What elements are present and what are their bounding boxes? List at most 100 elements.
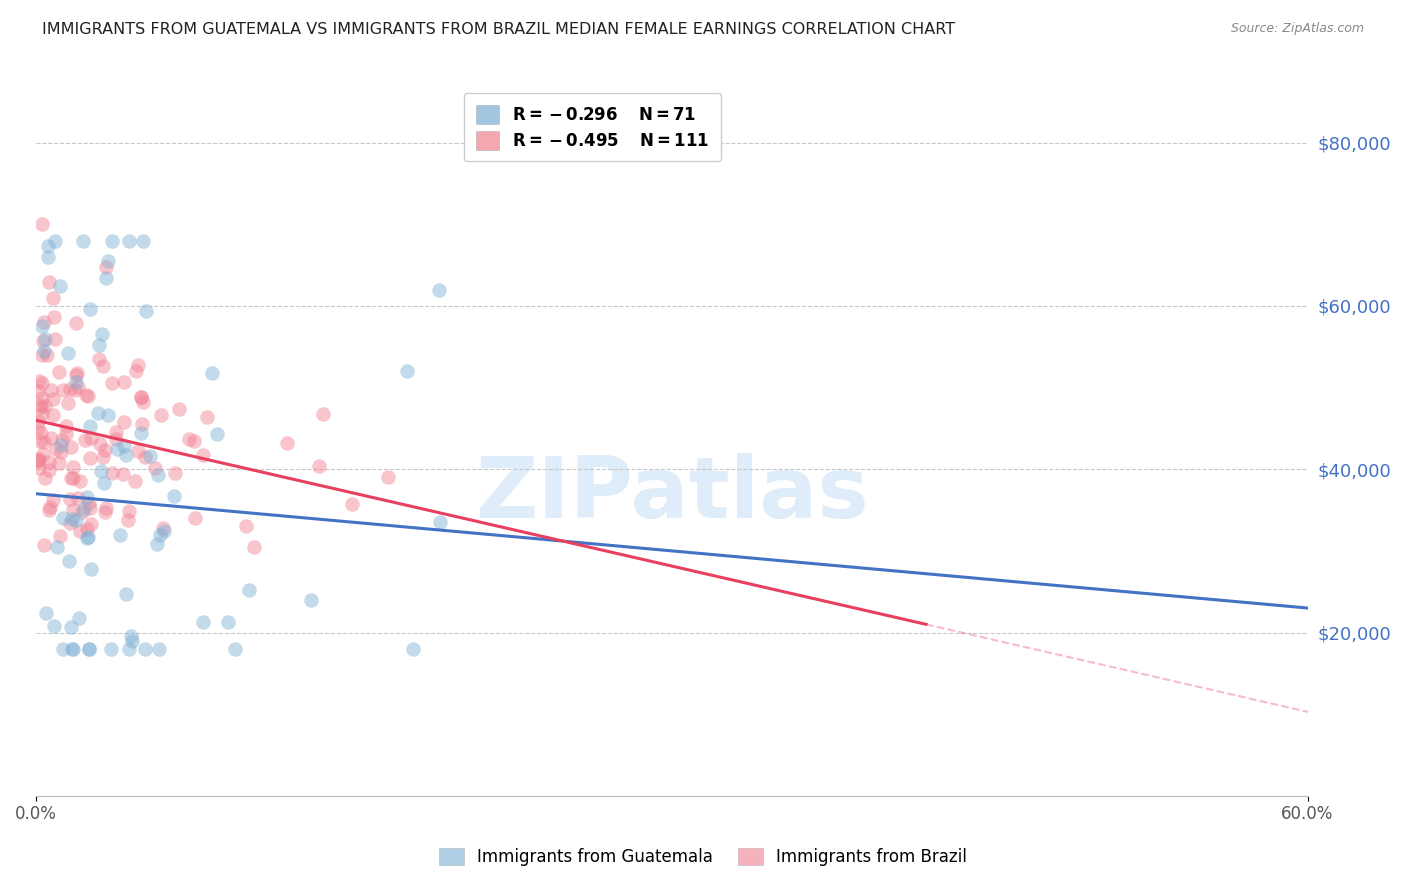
Point bbox=[27, 454, 49, 468]
Point bbox=[59, 492, 82, 507]
Legend: $\mathbf{R = -0.296}$    $\mathbf{N = 71}$, $\mathbf{R = -0.495}$    $\mathbf{N : $\mathbf{R = -0.296}$ $\mathbf{N = 71}$,… bbox=[464, 93, 721, 161]
Point bbox=[37, 239, 59, 253]
Point bbox=[30, 425, 52, 440]
Point bbox=[149, 408, 172, 422]
Point bbox=[38, 455, 60, 469]
Point bbox=[97, 409, 120, 423]
Point bbox=[127, 358, 149, 372]
Point bbox=[69, 474, 91, 488]
Point bbox=[73, 502, 96, 516]
Point bbox=[308, 458, 330, 473]
Point bbox=[60, 471, 83, 485]
Point bbox=[80, 562, 103, 576]
Point bbox=[90, 464, 112, 478]
Point bbox=[79, 302, 101, 317]
Point bbox=[191, 448, 214, 462]
Point bbox=[31, 408, 53, 422]
Point bbox=[76, 531, 98, 545]
Point bbox=[162, 489, 184, 503]
Point bbox=[112, 439, 135, 453]
Point bbox=[118, 234, 141, 248]
Point bbox=[183, 434, 205, 448]
Point bbox=[62, 460, 84, 475]
Point bbox=[44, 619, 66, 633]
Point bbox=[39, 500, 62, 515]
Point bbox=[38, 503, 60, 517]
Point bbox=[55, 427, 77, 442]
Point bbox=[27, 452, 49, 467]
Point bbox=[91, 359, 114, 373]
Point bbox=[94, 500, 117, 515]
Point bbox=[93, 475, 115, 490]
Point bbox=[58, 554, 80, 568]
Point bbox=[100, 376, 122, 390]
Point bbox=[205, 426, 228, 441]
Point bbox=[121, 634, 143, 648]
Point bbox=[42, 310, 65, 325]
Point bbox=[58, 396, 80, 410]
Point bbox=[152, 524, 174, 538]
Point bbox=[60, 641, 83, 656]
Point bbox=[108, 527, 131, 541]
Point bbox=[80, 431, 103, 445]
Point bbox=[138, 450, 160, 464]
Point bbox=[132, 394, 155, 409]
Point bbox=[76, 522, 98, 536]
Point bbox=[101, 466, 124, 480]
Point bbox=[91, 450, 114, 464]
Point bbox=[37, 250, 59, 264]
Point bbox=[132, 234, 155, 248]
Point bbox=[38, 275, 60, 289]
Point bbox=[49, 278, 72, 293]
Point bbox=[66, 366, 89, 380]
Point bbox=[65, 316, 87, 330]
Point bbox=[34, 471, 56, 485]
Point bbox=[195, 409, 218, 424]
Point bbox=[340, 497, 363, 511]
Point bbox=[65, 384, 87, 398]
Point bbox=[120, 629, 142, 643]
Point bbox=[114, 375, 136, 389]
Point bbox=[28, 374, 51, 388]
Point bbox=[62, 471, 84, 485]
Point bbox=[131, 426, 153, 441]
Point bbox=[152, 521, 174, 535]
Point bbox=[76, 491, 98, 505]
Text: IMMIGRANTS FROM GUATEMALA VS IMMIGRANTS FROM BRAZIL MEDIAN FEMALE EARNINGS CORRE: IMMIGRANTS FROM GUATEMALA VS IMMIGRANTS … bbox=[42, 22, 955, 37]
Point bbox=[51, 383, 73, 397]
Point bbox=[87, 352, 110, 367]
Point bbox=[60, 512, 83, 526]
Point bbox=[31, 319, 53, 334]
Text: Source: ZipAtlas.com: Source: ZipAtlas.com bbox=[1230, 22, 1364, 36]
Point bbox=[44, 332, 66, 346]
Point bbox=[48, 456, 70, 470]
Point bbox=[34, 606, 56, 620]
Point bbox=[167, 402, 190, 417]
Point bbox=[67, 380, 90, 394]
Point bbox=[118, 641, 141, 656]
Point bbox=[115, 448, 138, 462]
Point bbox=[125, 364, 148, 378]
Point bbox=[55, 418, 77, 433]
Point bbox=[104, 433, 127, 447]
Point bbox=[72, 505, 94, 519]
Point bbox=[131, 417, 153, 431]
Point bbox=[124, 474, 146, 488]
Point bbox=[42, 408, 65, 422]
Point bbox=[115, 587, 138, 601]
Point bbox=[89, 437, 111, 451]
Point bbox=[48, 365, 70, 379]
Legend: Immigrants from Guatemala, Immigrants from Brazil: Immigrants from Guatemala, Immigrants fr… bbox=[430, 840, 976, 875]
Point bbox=[32, 538, 55, 552]
Point bbox=[38, 463, 60, 477]
Point bbox=[80, 517, 103, 532]
Point bbox=[111, 467, 134, 481]
Point bbox=[27, 414, 49, 428]
Point bbox=[45, 442, 67, 457]
Point bbox=[191, 615, 214, 630]
Text: ZIPatlas: ZIPatlas bbox=[475, 452, 869, 535]
Point bbox=[31, 348, 53, 362]
Point bbox=[32, 344, 55, 359]
Point bbox=[129, 390, 152, 404]
Point bbox=[79, 450, 101, 465]
